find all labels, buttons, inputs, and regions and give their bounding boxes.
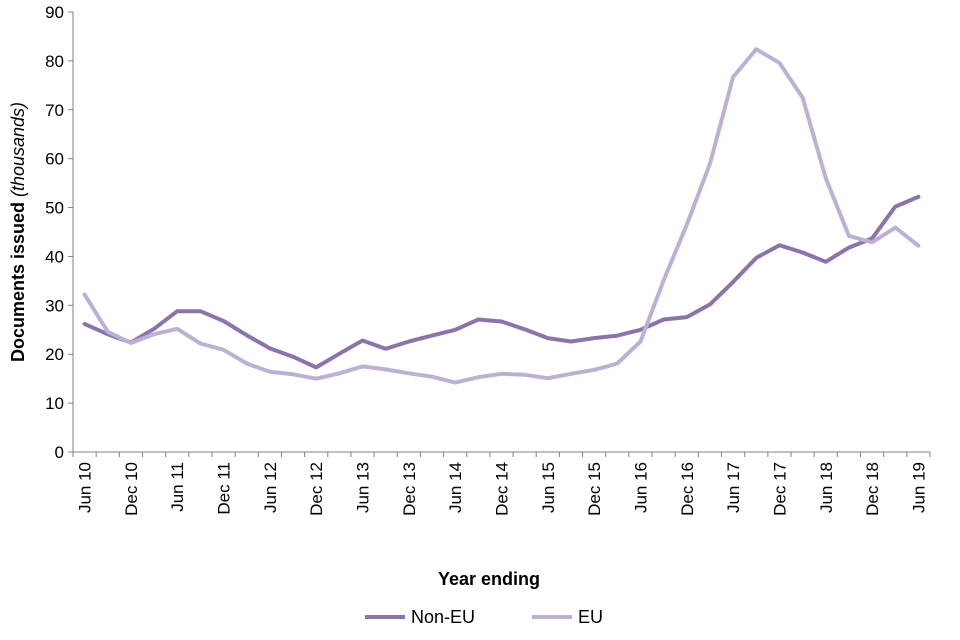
x-tick-label: Jun 13 [354, 462, 373, 513]
y-tick-label: 20 [45, 345, 64, 364]
y-axis-title: Documents issued (thousands) [8, 102, 28, 362]
x-tick-label: Jun 17 [724, 462, 743, 513]
x-tick-label: Jun 14 [446, 462, 465, 513]
y-tick-label: 50 [45, 199, 64, 218]
series-line-non-eu [82, 194, 921, 370]
legend-label-non-eu: Non-EU [411, 607, 475, 627]
x-tick-label: Dec 18 [863, 462, 882, 516]
x-tick-label: Jun 11 [168, 462, 187, 512]
labels-layer: 0 10 20 30 40 50 60 70 80 90 Jun 10 Dec 10 Jun 11 Dec… [45, 3, 928, 516]
y-tick-label: 70 [45, 101, 64, 120]
x-tick-label: Dec 16 [678, 462, 697, 516]
x-tick-label: Jun 12 [261, 462, 280, 513]
x-tick-label: Jun 18 [817, 462, 836, 513]
y-tick-label: 60 [45, 150, 64, 169]
x-tick-label: Jun 10 [76, 462, 95, 513]
x-tick-label: Dec 15 [585, 462, 604, 516]
y-tick-label: 10 [45, 394, 64, 413]
x-tick-label: Jun 16 [631, 462, 650, 513]
x-tick-label: Jun 19 [909, 462, 928, 513]
y-tick-label: 90 [45, 3, 64, 22]
y-tick-label: 80 [45, 52, 64, 71]
y-tick-label: 40 [45, 247, 64, 266]
x-axis-title: Year ending [438, 569, 540, 589]
x-tick-label: Dec 17 [770, 462, 789, 516]
x-tick-label: Dec 14 [493, 462, 512, 516]
x-tick-label: Dec 12 [307, 462, 326, 516]
y-axis-title-unit: (thousands) [8, 102, 28, 197]
x-tick-label: Jun 15 [539, 462, 558, 513]
x-tick-label: Dec 10 [122, 462, 141, 516]
y-tick-label: 30 [45, 296, 64, 315]
y-axis-title-main: Documents issued [8, 202, 28, 362]
y-tick-label: 0 [55, 443, 64, 462]
series-line-eu [82, 47, 921, 385]
axes-layer [68, 11, 931, 457]
series-layer [82, 47, 921, 385]
x-tick-label: Dec 13 [400, 462, 419, 516]
x-tick-label: Dec 11 [215, 462, 234, 515]
legend: Non-EU EU [365, 607, 603, 627]
legend-label-eu: EU [578, 607, 603, 627]
